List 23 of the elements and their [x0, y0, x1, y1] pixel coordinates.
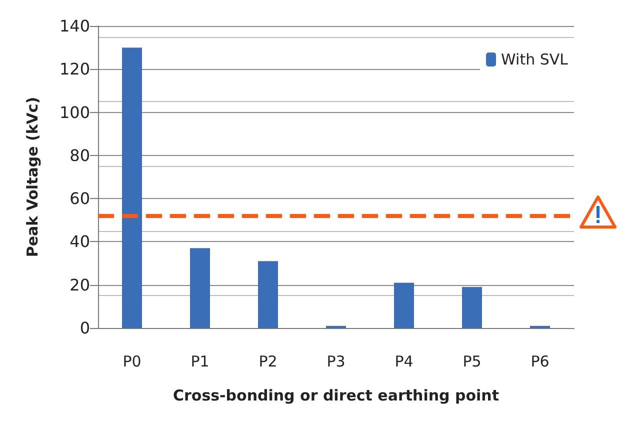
y-tick-label: 120 [59, 60, 90, 79]
bar [394, 282, 414, 328]
y-tick-label: 100 [59, 102, 90, 122]
x-tick-label: P0 [122, 352, 142, 370]
x-tick-label: P3 [326, 352, 346, 370]
y-axis-title: Peak Voltage (kVc) [24, 96, 42, 258]
y-tick-label: 0 [80, 318, 90, 338]
bar [122, 48, 142, 328]
y-tick-label: 20 [70, 275, 90, 294]
bar [190, 248, 210, 328]
x-tick-label: P1 [190, 352, 210, 370]
bar [258, 261, 278, 328]
legend-label: With SVL [501, 50, 569, 68]
y-tick-label: 80 [70, 146, 90, 165]
x-tick-label: P5 [462, 352, 482, 370]
y-tick-label: 40 [70, 232, 90, 252]
x-tick-label: P6 [530, 352, 550, 370]
x-axis-title: Cross-bonding or direct earthing point [172, 386, 500, 404]
x-tick-label: P2 [258, 352, 278, 370]
bar [462, 287, 482, 328]
y-tick-label: 60 [70, 189, 90, 208]
x-tick-label: P4 [394, 352, 414, 370]
y-tick-label: 140 [59, 16, 90, 36]
